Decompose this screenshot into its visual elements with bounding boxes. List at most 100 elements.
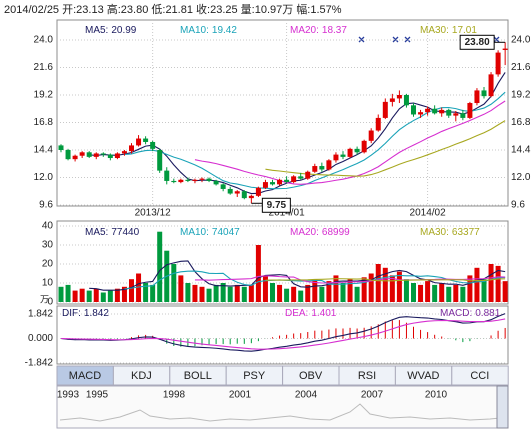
- y-tick-label: 24.0: [34, 35, 54, 46]
- candle-body: [389, 98, 395, 102]
- volume-bar: [277, 284, 283, 302]
- volume-bar: [192, 284, 198, 302]
- volume-bar: [178, 275, 184, 302]
- legend-label: MA5:: [85, 227, 108, 238]
- x-tick-label: 2014/02: [410, 208, 447, 219]
- volume-bar: [340, 283, 346, 302]
- legend-entry: MA20: 18.37: [290, 25, 347, 36]
- volume-bar: [150, 284, 156, 302]
- volume-bar: [361, 277, 367, 302]
- candle-body: [86, 152, 92, 157]
- candle-body: [333, 154, 339, 161]
- candle-body: [185, 179, 191, 181]
- volume-bar: [206, 288, 212, 302]
- candle-body: [375, 117, 381, 131]
- x-tick-label: 2013/12: [135, 208, 172, 219]
- volume-bar: [481, 279, 487, 302]
- candle-body: [58, 145, 64, 150]
- volume-bar: [79, 288, 85, 302]
- candle-body: [502, 48, 508, 50]
- volume-bar: [453, 284, 459, 302]
- volume-bar: [411, 283, 416, 302]
- legend-value: 1.401: [311, 308, 336, 319]
- candle-body: [107, 154, 113, 159]
- candle-body: [411, 105, 416, 115]
- candle-body: [453, 113, 459, 116]
- low-label-box: [261, 197, 291, 213]
- timeline-label: 2001: [229, 390, 252, 401]
- volume-bar: [185, 283, 191, 302]
- volume-ma-line: [265, 278, 506, 282]
- volume-bar: [114, 288, 120, 302]
- y-tick-label: 21.6: [34, 62, 54, 73]
- tab-label[interactable]: BOLL: [184, 370, 212, 382]
- tab[interactable]: [451, 365, 509, 386]
- legend-entry: MA30: 63377: [420, 227, 480, 238]
- volume-bar: [248, 284, 254, 302]
- candle-body: [347, 148, 353, 157]
- candle-body: [79, 152, 85, 156]
- y-tick-label-right: 14.4: [511, 145, 531, 156]
- candle-body: [340, 154, 346, 157]
- tab-label[interactable]: CCI: [470, 370, 489, 382]
- candle-body: [425, 108, 431, 113]
- tab-label[interactable]: WVAD: [407, 370, 439, 382]
- volume-bar: [58, 286, 64, 302]
- candle-body: [432, 108, 438, 114]
- candle-body: [481, 90, 487, 97]
- volume-bar: [347, 279, 353, 302]
- legend-entry: MA30: 17.01: [420, 25, 477, 36]
- legend-label: MA30:: [420, 25, 449, 36]
- y-tick-label: 12.0: [34, 172, 54, 183]
- volume-bar: [432, 284, 438, 302]
- timeline-label: 1998: [163, 390, 186, 401]
- y-tick-label: -1.842: [25, 358, 54, 369]
- legend-label: DIF:: [62, 308, 81, 319]
- legend-label: MA10:: [180, 25, 209, 36]
- tab-label[interactable]: MACD: [69, 370, 101, 382]
- y-tick-label: 1.842: [28, 309, 53, 320]
- volume-bar: [418, 284, 424, 302]
- volume-bar: [439, 283, 445, 302]
- legend-label: MA10:: [180, 227, 209, 238]
- candle-body: [150, 141, 156, 149]
- candle-body: [164, 170, 170, 181]
- legend-value: 74047: [212, 227, 240, 238]
- timeline-label: 2007: [361, 390, 384, 401]
- legend-label: DEA:: [285, 308, 308, 319]
- y-tick-label-right: 9.6: [511, 200, 525, 211]
- high-label: 23.80: [465, 37, 490, 48]
- tab-label[interactable]: PSY: [243, 370, 266, 382]
- volume-bar: [291, 286, 297, 302]
- timeline-label: 2010: [425, 390, 448, 401]
- timeline-handle[interactable]: [496, 385, 509, 429]
- candle-body: [121, 151, 127, 154]
- tab-label[interactable]: KDJ: [131, 370, 152, 382]
- tab-label[interactable]: OBV: [299, 370, 323, 382]
- legend-label: MA20:: [290, 25, 319, 36]
- y-tick-label: 40: [42, 221, 54, 232]
- volume-bar: [382, 267, 388, 302]
- candle-body: [262, 182, 268, 188]
- legend-entry: DIF: 1.842: [62, 308, 109, 319]
- volume-bar: [65, 284, 71, 302]
- y-tick-label-right: 24.0: [511, 35, 531, 46]
- volume-bar: [241, 286, 247, 302]
- volume-bar: [220, 283, 226, 302]
- volume-bar: [396, 271, 402, 302]
- timeline-label: 1995: [86, 390, 109, 401]
- volume-bar: [375, 264, 381, 302]
- volume-bar: [255, 245, 261, 302]
- volume-bar: [446, 286, 452, 302]
- volume-bar: [284, 288, 290, 302]
- candle-body: [220, 184, 226, 189]
- volume-bar: [227, 286, 233, 302]
- y-tick-label: 19.2: [34, 90, 54, 101]
- volume-bar: [368, 273, 374, 302]
- tab-label[interactable]: RSI: [358, 370, 376, 382]
- y-tick-label: 16.8: [34, 117, 54, 128]
- volume-bar: [403, 279, 409, 302]
- dif-line: [60, 313, 506, 352]
- candle-body: [460, 113, 466, 118]
